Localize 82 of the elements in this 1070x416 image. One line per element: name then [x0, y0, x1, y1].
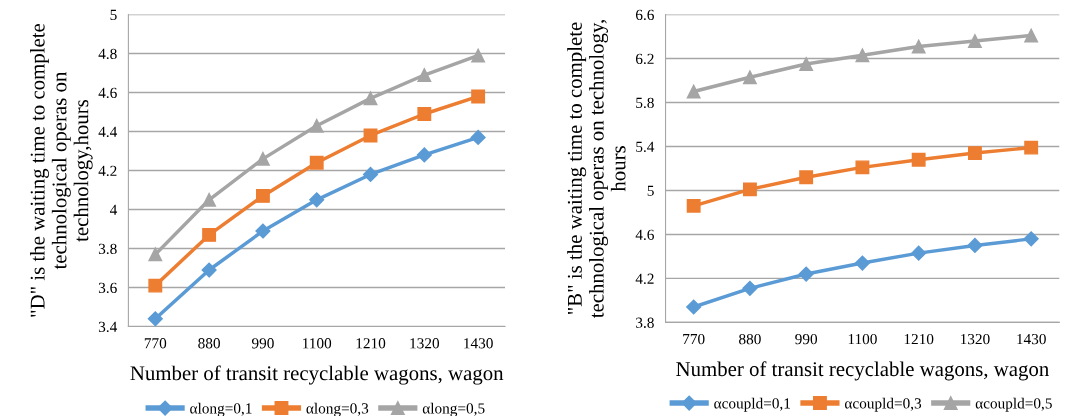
legend-label: αlong=0,3: [306, 402, 369, 416]
y-tick-label: 3.8: [636, 317, 654, 328]
y-tick-label: 5.4: [636, 141, 655, 153]
x-tick-label: 1100: [848, 333, 877, 345]
y-tick-label: 3.4: [98, 321, 118, 333]
point: [911, 39, 926, 54]
y-tick-label: 3.6: [98, 282, 117, 294]
legend-label: αlong=0,5: [422, 402, 485, 416]
point: [855, 160, 870, 175]
point: [911, 152, 926, 167]
point: [255, 223, 271, 239]
y-tick-label: 4.2: [635, 273, 654, 284]
y-tick-label: 6.2: [635, 53, 654, 65]
point: [798, 266, 814, 282]
y-tick-label: 5: [110, 9, 117, 21]
point: [742, 280, 758, 296]
point: [686, 299, 702, 315]
point: [686, 198, 701, 213]
x-tick-label: 990: [795, 333, 818, 345]
x-tick-label: 1100: [303, 338, 332, 349]
x-tick-label: 1430: [1017, 333, 1046, 345]
x-tick-label: 1210: [356, 338, 386, 349]
point: [147, 311, 163, 327]
point: [742, 182, 757, 197]
point: [967, 34, 982, 48]
point: [255, 188, 270, 203]
legend-label: αlong=0,1: [190, 402, 252, 416]
legend-label: αcoupld=0,1: [714, 397, 791, 412]
x-tick-label: 770: [144, 338, 167, 349]
point: [855, 48, 870, 63]
y-tick-label: 4: [109, 204, 118, 215]
point: [255, 151, 270, 166]
point: [471, 48, 486, 63]
point: [1024, 140, 1039, 155]
point: [148, 278, 163, 293]
y-tick-label: 4.6: [635, 229, 654, 240]
point: [309, 118, 324, 133]
point: [309, 155, 324, 170]
y-tick-label: 6.6: [635, 9, 654, 21]
y-tick-label: 4.6: [98, 87, 117, 99]
x-tick-label: 990: [251, 338, 274, 349]
y-axis-title: "D" is the waiting time to complete technological operas on technology,hours: [30, 23, 93, 317]
point: [202, 227, 217, 242]
point: [416, 147, 432, 163]
point: [202, 192, 217, 207]
y-tick-label: 5.8: [636, 97, 654, 109]
point: [470, 129, 486, 145]
point: [471, 89, 486, 104]
point: [799, 170, 814, 185]
point: [417, 107, 432, 121]
point: [309, 192, 325, 208]
y-tick-label: 4.8: [98, 48, 117, 60]
x-tick-label: 1430: [464, 338, 493, 349]
y-tick-label: 4.4: [98, 126, 118, 138]
point: [201, 262, 217, 278]
point: [967, 237, 983, 254]
y-axis-title: "B" is the waiting time to complete technological operas on technology, hours: [567, 20, 626, 319]
x-tick-label: 1320: [960, 333, 990, 345]
y-tick-label: 4.2: [98, 165, 117, 177]
point: [417, 68, 432, 82]
x-tick-label: 1320: [410, 338, 440, 349]
x-tick-label: 770: [683, 333, 705, 345]
point: [363, 91, 378, 106]
x-tick-label: 880: [739, 333, 761, 345]
point: [1024, 28, 1039, 43]
point: [967, 146, 982, 161]
point: [148, 247, 163, 262]
x-axis-title: Number of transit recyclable wagons, wagon: [130, 365, 504, 385]
point: [362, 166, 379, 183]
legend-label: αcoupld=0,3: [844, 397, 922, 412]
legend-label: αcoupld=0,5: [975, 397, 1052, 412]
point: [854, 255, 870, 271]
point: [1023, 231, 1039, 247]
point: [686, 84, 701, 99]
point: [799, 57, 814, 71]
x-axis-title: Number of transit recyclable wagons, wagon: [676, 361, 1049, 381]
x-tick-label: 880: [198, 338, 220, 349]
x-tick-label: 1210: [904, 333, 934, 345]
point: [742, 70, 757, 85]
y-tick-label: 5: [647, 185, 654, 196]
y-tick-label: 3.8: [98, 243, 117, 255]
point: [911, 245, 927, 261]
